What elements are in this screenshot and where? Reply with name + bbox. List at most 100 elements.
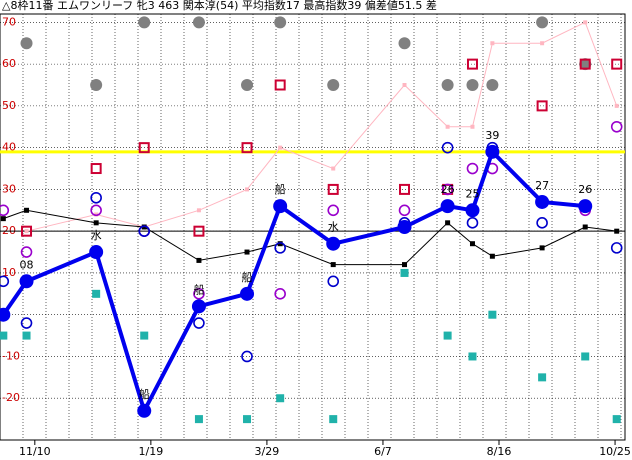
chart-title: △8枠11番 エムワンリーフ 牝3 463 関本淳(54) 平均指数17 最高指… — [2, 0, 437, 12]
x-tick-label: 11/10 — [19, 445, 51, 458]
point — [274, 242, 286, 254]
point — [140, 331, 149, 340]
point — [397, 220, 412, 234]
point — [274, 288, 286, 300]
data-label: 26 — [578, 183, 592, 196]
point — [90, 204, 102, 217]
point — [244, 249, 250, 255]
point — [327, 275, 340, 288]
point — [24, 207, 30, 213]
point — [612, 415, 621, 424]
point — [191, 299, 206, 314]
point — [440, 199, 455, 214]
x-tick-label: 6/7 — [374, 445, 392, 458]
point — [579, 58, 591, 70]
point — [398, 37, 411, 50]
point — [330, 262, 336, 268]
point — [0, 275, 10, 288]
point — [578, 199, 593, 214]
point — [196, 257, 202, 263]
point — [614, 228, 620, 234]
point — [241, 350, 253, 363]
point — [610, 242, 623, 254]
point — [465, 203, 480, 218]
point-note: 船 — [193, 282, 204, 296]
data-label: 39 — [485, 129, 499, 142]
point — [581, 352, 590, 361]
point — [583, 20, 588, 25]
point — [327, 204, 340, 217]
point — [536, 100, 548, 112]
point — [276, 394, 285, 403]
point — [582, 224, 588, 230]
point — [243, 415, 252, 424]
data-label: 08 — [20, 258, 34, 271]
point — [138, 225, 151, 237]
point — [94, 212, 99, 217]
y-tick-label: 10 — [2, 266, 16, 279]
point — [20, 37, 33, 50]
y-tick-label: 50 — [2, 99, 16, 112]
point — [194, 415, 203, 424]
point — [240, 286, 255, 301]
point — [273, 199, 288, 214]
point — [138, 142, 150, 154]
point — [93, 220, 99, 226]
point-note: 船 — [275, 182, 286, 196]
point — [0, 307, 11, 322]
point — [193, 288, 205, 300]
point — [538, 373, 547, 382]
point — [468, 352, 477, 361]
point — [92, 289, 101, 298]
y-tick-label: 30 — [2, 182, 16, 195]
point — [245, 187, 250, 192]
point — [274, 79, 286, 91]
point — [614, 103, 619, 108]
point — [90, 191, 102, 204]
point — [90, 79, 103, 91]
x-tick-label: 1/19 — [139, 445, 164, 458]
point — [137, 403, 152, 418]
point — [331, 166, 336, 171]
point — [327, 79, 340, 91]
point — [326, 236, 341, 251]
point — [535, 194, 550, 209]
point — [445, 220, 451, 226]
point — [21, 225, 33, 237]
point — [90, 163, 102, 175]
series-line — [1, 148, 586, 417]
point — [327, 183, 339, 195]
point — [445, 124, 450, 129]
point — [611, 58, 623, 70]
data-label: 27 — [535, 179, 549, 192]
point — [488, 310, 497, 319]
point-note: 船 — [139, 387, 150, 401]
point — [241, 79, 254, 91]
point — [485, 144, 500, 159]
point — [20, 317, 33, 329]
point — [539, 245, 545, 251]
x-tick-label: 10/25 — [599, 445, 631, 458]
point — [402, 262, 408, 268]
point — [443, 331, 452, 340]
point — [441, 183, 454, 196]
point — [466, 58, 478, 70]
point — [402, 83, 407, 87]
point — [399, 183, 411, 195]
point — [24, 229, 29, 234]
point — [193, 225, 205, 237]
point — [536, 217, 548, 229]
point — [22, 331, 31, 340]
point — [398, 204, 411, 217]
point — [489, 253, 495, 259]
point — [536, 16, 549, 29]
point-note: 水 — [328, 221, 339, 234]
point — [466, 79, 479, 91]
point — [278, 145, 283, 150]
data-label: 25 — [465, 187, 479, 200]
point — [579, 58, 592, 71]
point — [241, 142, 253, 154]
point — [540, 41, 545, 46]
point — [441, 141, 454, 154]
